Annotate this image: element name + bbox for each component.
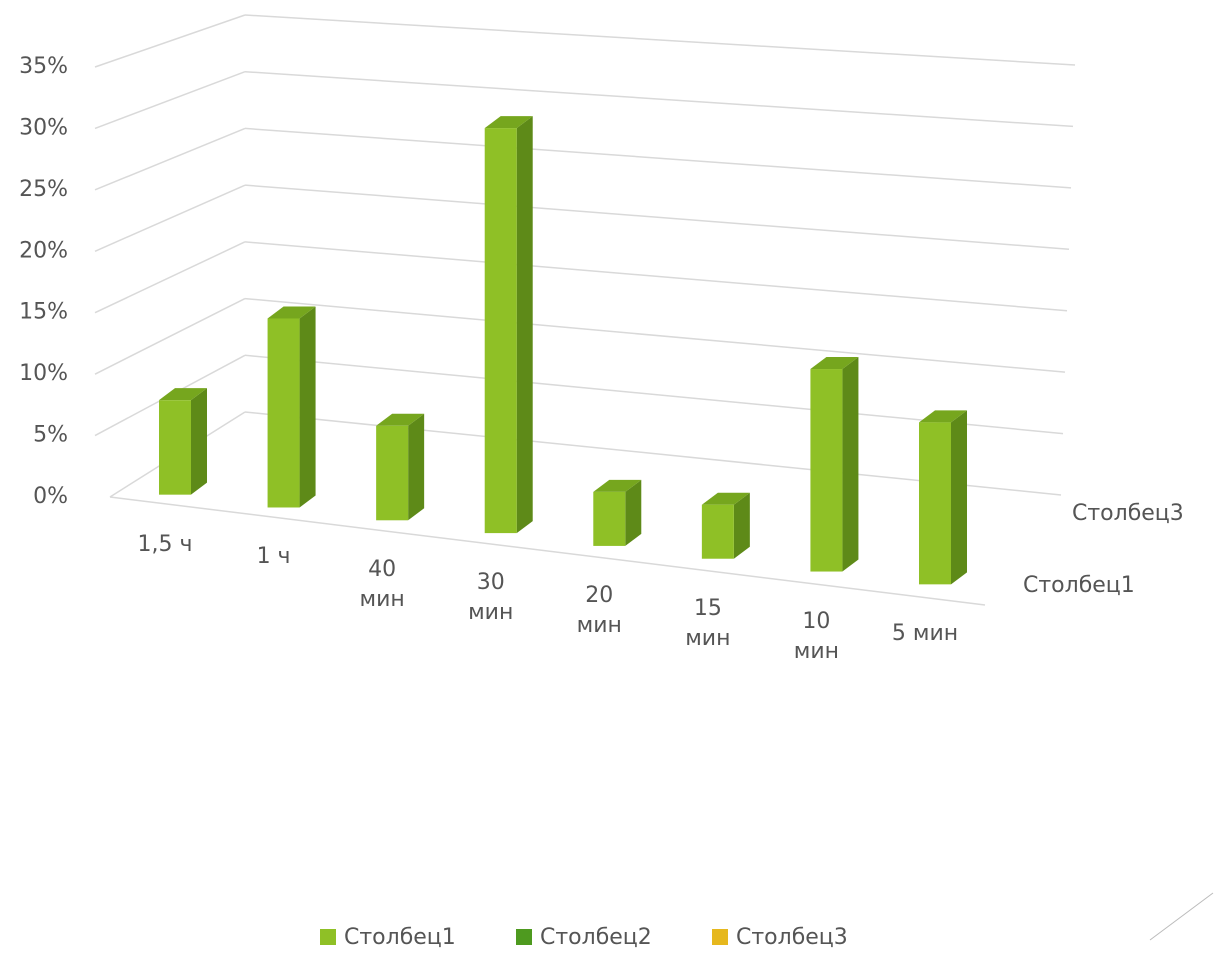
bar-side	[625, 479, 642, 546]
depth-label: Столбец1	[1023, 573, 1135, 598]
x-tick-label: 15 мин	[685, 595, 731, 651]
grid-line	[244, 70, 1074, 128]
bar-top	[701, 492, 750, 505]
x-tick-label: 20 мин	[576, 582, 622, 638]
floor-edge	[109, 496, 986, 606]
bar	[810, 369, 843, 572]
depth-label: Столбец3	[1072, 501, 1184, 526]
legend-label: Столбец1	[344, 925, 456, 950]
bar	[159, 400, 191, 495]
legend-swatch	[320, 929, 336, 945]
grid-line	[244, 241, 1068, 312]
grid-line-side	[94, 71, 246, 130]
legend-label: Столбец3	[736, 925, 848, 950]
grid-line-side	[94, 127, 246, 191]
bar-top	[593, 479, 642, 492]
decor-line	[1149, 892, 1214, 941]
bar	[267, 318, 300, 508]
bar-side	[191, 388, 207, 495]
bar-side	[516, 116, 533, 534]
grid-line-side	[94, 297, 246, 375]
x-tick-label: 30 мин	[468, 570, 514, 626]
bar	[593, 491, 626, 546]
legend-swatch	[712, 929, 728, 945]
y-tick-label: 25%	[19, 177, 68, 202]
grid-line-side	[94, 14, 246, 68]
bar-side	[951, 410, 967, 585]
bar-top	[267, 306, 316, 319]
bar	[484, 128, 517, 534]
legend-label: Столбец2	[540, 925, 652, 950]
bar	[701, 504, 734, 559]
grid-line	[244, 297, 1066, 373]
bar-top	[159, 388, 207, 401]
grid-line-side	[94, 184, 246, 252]
bar-top	[919, 410, 967, 423]
bar-side	[842, 357, 859, 572]
bar	[919, 422, 951, 585]
x-tick-label: 1 ч	[256, 544, 291, 570]
legend-swatch	[516, 929, 532, 945]
y-tick-label: 5%	[33, 423, 68, 448]
x-tick-label: 10 мин	[793, 608, 840, 664]
x-tick-label: 1,5 ч	[137, 531, 193, 557]
bar-top	[484, 116, 533, 129]
y-tick-label: 35%	[19, 54, 68, 79]
bar-side	[733, 492, 750, 559]
bar-top	[810, 357, 859, 370]
y-tick-label: 30%	[19, 115, 68, 140]
x-tick-label: 5 мин	[891, 621, 959, 647]
bar	[376, 425, 409, 521]
grid-line	[244, 14, 1076, 66]
y-tick-label: 0%	[33, 484, 68, 509]
bar-top	[376, 413, 425, 426]
grid-line	[244, 184, 1070, 251]
y-tick-label: 20%	[19, 238, 68, 263]
y-tick-label: 15%	[19, 300, 68, 325]
y-tick-label: 10%	[19, 361, 68, 386]
bar-side	[408, 413, 425, 521]
grid-line	[244, 127, 1072, 189]
x-tick-label: 40 мин	[359, 557, 405, 613]
grid-line-side	[94, 241, 246, 314]
bar-side	[299, 306, 316, 508]
